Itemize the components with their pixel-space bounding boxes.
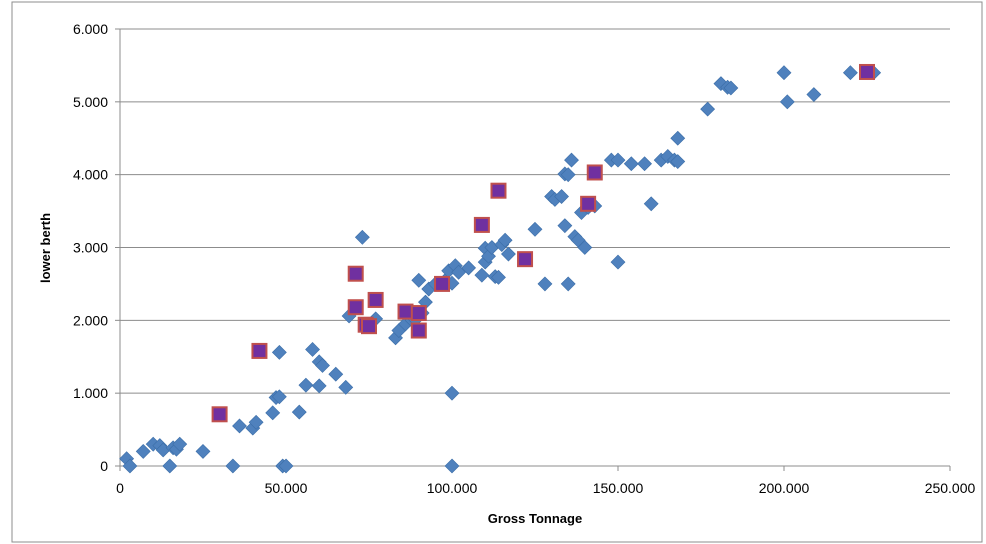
y-tick-label: 4.000 [73,167,108,183]
data-point-diamond [271,389,287,405]
data-point-square [347,299,364,316]
data-point-diamond [162,458,178,474]
data-point-diamond [537,276,553,292]
data-point-diamond [311,378,327,394]
data-point-diamond [554,189,569,204]
data-point-diamond [444,458,460,474]
data-point-diamond [577,240,593,255]
data-point-diamond [278,458,294,474]
data-point-diamond [172,436,188,452]
data-point-square [367,291,384,308]
data-point-square [410,322,427,339]
x-tick-label: 0 [116,480,124,496]
data-point-diamond [776,65,792,81]
data-point-diamond [291,404,307,420]
data-point-square [410,305,427,322]
data-point-diamond [560,167,576,183]
data-point-diamond [560,276,576,292]
y-axis-title: lower berth [38,213,53,283]
y-tick-label: 6.000 [73,21,108,37]
data-point-diamond [564,152,579,168]
y-tick-label: 1.000 [73,385,108,401]
data-point-square [580,195,597,212]
data-point-diamond [232,418,247,434]
data-point-diamond [338,379,354,395]
axes [115,28,951,471]
data-point-square [490,182,507,199]
data-point-square [517,251,534,268]
y-tick-label: 3.000 [73,240,108,256]
data-point-diamond [806,87,822,102]
data-point-square [586,164,603,181]
data-point-diamond [842,65,858,81]
data-point-square [347,265,364,282]
data-point-diamond [328,366,344,382]
data-point-diamond [248,414,264,430]
data-point-diamond [623,156,639,172]
x-tick-label: 200.000 [759,480,810,496]
data-point-diamond [444,385,460,401]
data-point-diamond [305,342,320,357]
y-tick-label: 2.000 [73,312,108,328]
data-point-diamond [723,80,739,96]
data-point-diamond [265,405,281,421]
gridlines [120,28,950,394]
data-point-square [251,342,268,359]
data-point-square [434,275,451,292]
data-point-diamond [354,229,370,245]
data-point-diamond [411,272,427,288]
data-point-diamond [315,358,330,373]
data-point-square [361,318,377,335]
data-point-diamond [497,232,513,248]
data-point-diamond [670,130,686,146]
data-point-square [211,406,228,423]
data-point-square [859,63,875,80]
y-tick-label: 0 [100,458,108,474]
data-point-diamond [225,458,241,474]
data-point-diamond [700,101,716,117]
x-tick-label: 50.000 [265,480,308,496]
data-point-diamond [298,377,314,393]
data-point-square [397,303,414,320]
data-point-diamond [501,246,516,262]
x-tick-labels: 0 50.000 100.000 150.000 200.000 250.000 [116,480,975,496]
data-point-square [473,216,490,233]
data-point-diamond [491,269,506,285]
data-point-diamond [474,267,490,283]
data-point-diamond [643,196,659,212]
y-tick-labels: 0 1.000 2.000 3.000 4.000 5.000 6.000 [73,21,108,474]
data-point-diamond [195,444,211,459]
x-tick-label: 150.000 [593,480,644,496]
data-point-diamond [670,154,686,169]
data-point-diamond [637,156,652,172]
y-tick-label: 5.000 [73,94,108,110]
x-axis-title: Gross Tonnage [488,511,582,526]
x-tick-label: 100.000 [427,480,478,496]
data-point-diamond [779,94,795,110]
data-point-diamond [557,218,573,234]
data-point-diamond [527,221,543,237]
data-point-diamond [461,260,477,276]
data-point-diamond [610,254,626,270]
series-2-markers [211,63,875,423]
data-point-diamond [135,444,151,459]
data-point-diamond [122,458,138,474]
data-point-diamond [610,152,626,168]
x-tick-label: 250.000 [925,480,976,496]
data-point-diamond [271,344,287,360]
